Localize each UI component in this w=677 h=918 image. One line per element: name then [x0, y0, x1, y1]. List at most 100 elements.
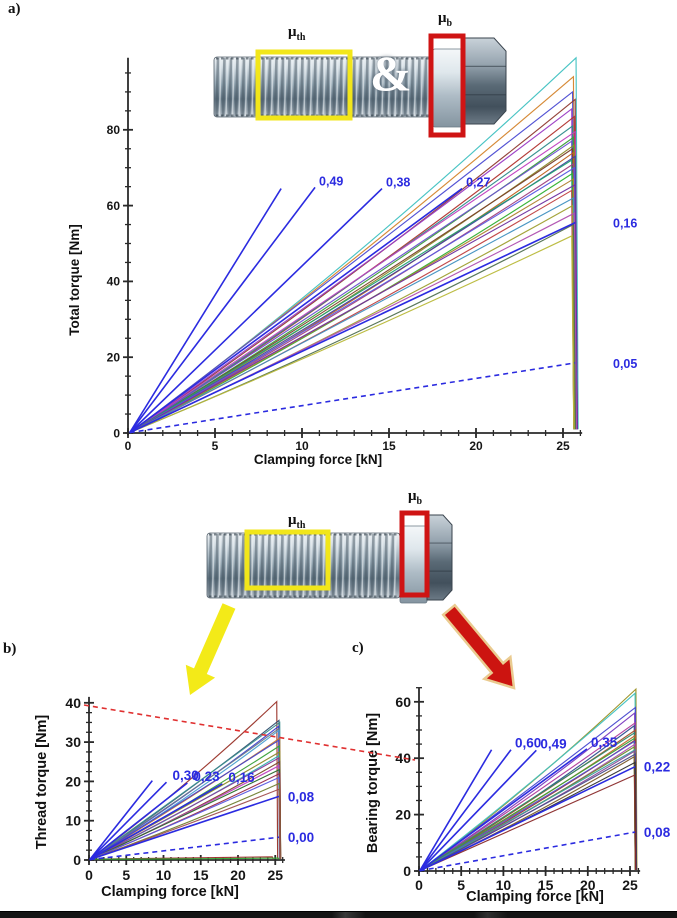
thread-friction-box: [244, 529, 331, 591]
thread-highlight: [231, 533, 235, 598]
thread-highlight: [374, 57, 378, 117]
data-curve: [89, 768, 281, 860]
thread-highlight: [393, 533, 397, 598]
thread-ridge: [286, 57, 291, 117]
x-tick-label: 15: [193, 867, 209, 883]
mu-bearing-label: μb: [438, 11, 452, 29]
thread-highlight: [407, 57, 411, 117]
thread-highlight: [303, 57, 307, 117]
thread-ridge: [332, 57, 337, 117]
mu-thread-label: μth: [288, 25, 305, 43]
thread-highlight: [355, 57, 359, 117]
data-curve: [89, 776, 281, 860]
thread-ridge: [215, 57, 220, 117]
thread-ridge: [358, 57, 363, 117]
thread-ridge: [221, 533, 226, 598]
mu-value-label: 0,23: [193, 769, 220, 784]
thread-ridge: [370, 533, 375, 598]
bolt-illustration: [206, 510, 453, 604]
data-curve: [419, 740, 637, 871]
thread-ridge: [273, 57, 278, 117]
mu-value-label: 0,16: [228, 770, 255, 785]
mu-value-label: 0,27: [466, 176, 490, 190]
thread-highlight: [394, 57, 398, 117]
thread-ridge: [267, 57, 272, 117]
reference-line: [419, 831, 636, 872]
y-tick-label: 10: [65, 813, 81, 829]
bolt-illustration: [213, 33, 507, 138]
mu-value-label: 0,30: [172, 768, 198, 783]
mu-value-label: 0,49: [319, 174, 343, 188]
thread-ridge: [260, 57, 265, 117]
reference-line: [419, 749, 537, 872]
thread-highlight: [341, 533, 345, 598]
data-curve: [419, 731, 637, 871]
bolt-hex-head: [426, 514, 453, 601]
mu-symbol: μ: [408, 488, 417, 504]
x-axis-title: Clamping force [kN]: [101, 884, 239, 900]
data-curve: [419, 692, 637, 871]
thread-highlight: [368, 57, 372, 117]
data-curve: [130, 197, 577, 433]
mu-bearing-label: μb: [408, 489, 422, 507]
thread-highlight: [335, 57, 339, 117]
reference-line: [419, 749, 493, 872]
mu-value-label: 0,38: [386, 176, 410, 190]
thread-ridge: [228, 57, 233, 117]
thread-highlight: [211, 533, 215, 598]
y-tick-label: 30: [65, 734, 81, 750]
y-axis-title: Bearing torque [Nm]: [365, 713, 381, 853]
thread-highlight: [380, 533, 384, 598]
thread-ridge: [403, 57, 408, 117]
y-tick-label: 40: [65, 695, 81, 711]
y-tick-label: 60: [395, 694, 411, 710]
mu-value-label: 0,16: [613, 217, 637, 231]
mu-value-label: 0,08: [288, 789, 315, 804]
thread-highlight: [381, 57, 385, 117]
data-curve: [419, 748, 637, 871]
x-tick-label: 10: [295, 439, 309, 453]
thread-highlight: [225, 57, 229, 117]
thread-ridge: [214, 533, 219, 598]
y-tick-label: 60: [107, 199, 121, 213]
thread-highlight: [283, 57, 287, 117]
thread-ridge: [312, 57, 317, 117]
thread-ridge: [234, 533, 239, 598]
thread-ridge: [390, 533, 395, 598]
thread-ridge: [344, 533, 349, 598]
thread-highlight: [322, 57, 326, 117]
thread-highlight: [348, 533, 352, 598]
reference-line: [129, 188, 282, 434]
thread-ridge: [247, 57, 252, 117]
thread-ridge: [299, 57, 304, 117]
reference-line: [89, 783, 223, 861]
reference-line: [89, 780, 153, 861]
thread-highlight: [361, 533, 365, 598]
panel-label-b: b): [3, 641, 17, 657]
mu-thread-subscript: th: [296, 32, 306, 43]
thread-ridge: [331, 533, 336, 598]
data-curve: [420, 774, 637, 871]
thread-ridge: [234, 57, 239, 117]
thread-ridge: [357, 533, 362, 598]
x-tick-label: 0: [415, 877, 423, 893]
cropped-next-figure-strip: [0, 911, 677, 918]
thread-highlight: [367, 533, 371, 598]
reference-line: [129, 221, 576, 434]
data-curve: [130, 130, 578, 433]
data-curve: [130, 166, 577, 433]
mu-bearing-subscript: b: [446, 18, 453, 29]
mu-symbol: μ: [288, 512, 297, 528]
thread-highlight: [244, 57, 248, 117]
x-tick-label: 5: [212, 439, 219, 453]
mu-value-label: 0,05: [613, 357, 637, 371]
x-tick-label: 20: [230, 867, 246, 883]
thread-ridge: [383, 533, 388, 598]
data-curve: [130, 235, 575, 433]
bolt-photo-middle: μth μb: [168, 483, 460, 608]
reference-line: [89, 781, 168, 861]
thread-ridge: [416, 57, 421, 117]
x-tick-label: 0: [125, 439, 132, 453]
thread-highlight: [238, 57, 242, 117]
thread-ridge: [319, 57, 324, 117]
